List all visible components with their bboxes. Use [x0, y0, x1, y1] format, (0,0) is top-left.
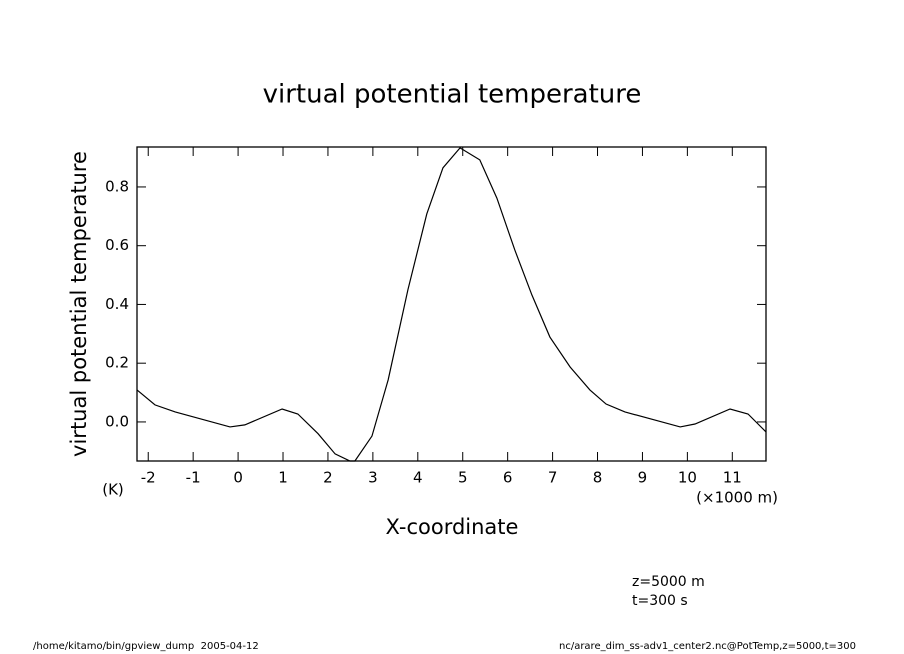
annotation: t=300 s — [632, 593, 688, 609]
x-tick-label: 1 — [278, 469, 288, 487]
x-tick-label: 7 — [548, 469, 558, 487]
x-tick-label: -1 — [186, 469, 201, 487]
x-tick-label: 9 — [638, 469, 648, 487]
x-tick-label: 8 — [593, 469, 603, 487]
y-tick-label: 0.2 — [105, 354, 129, 372]
x-tick-label: 0 — [233, 469, 243, 487]
y-axis-label: virtual potential temperature — [67, 151, 91, 457]
footer-left: /home/kitamo/bin/gpview_dump 2005-04-12 — [33, 641, 259, 652]
x-tick-label: 4 — [413, 469, 423, 487]
chart-title: virtual potential temperature — [263, 80, 642, 110]
line — [136, 147, 767, 462]
annotation: z=5000 m — [632, 574, 705, 590]
y-tick-label: 0.0 — [105, 412, 129, 430]
y-units: (K) — [102, 481, 124, 499]
y-tick-label: 0.6 — [105, 236, 129, 254]
x-units: (×1000 m) — [696, 489, 778, 507]
x-tick-label: 10 — [678, 469, 697, 487]
footer-right: nc/arare_dim_ss-adv1_center2.nc@PotTemp,… — [559, 641, 856, 652]
x-axis-label: X-coordinate — [386, 515, 519, 539]
y-tick-label: 0.4 — [105, 295, 129, 313]
x-tick-label: 2 — [323, 469, 333, 487]
x-tick-label: 3 — [368, 469, 378, 487]
x-tick-label: 5 — [458, 469, 468, 487]
x-tick-label: 11 — [723, 469, 742, 487]
plot-frame — [136, 146, 767, 462]
x-tick-label: -2 — [141, 469, 156, 487]
x-tick-label: 6 — [503, 469, 513, 487]
y-tick-label: 0.8 — [105, 177, 129, 195]
